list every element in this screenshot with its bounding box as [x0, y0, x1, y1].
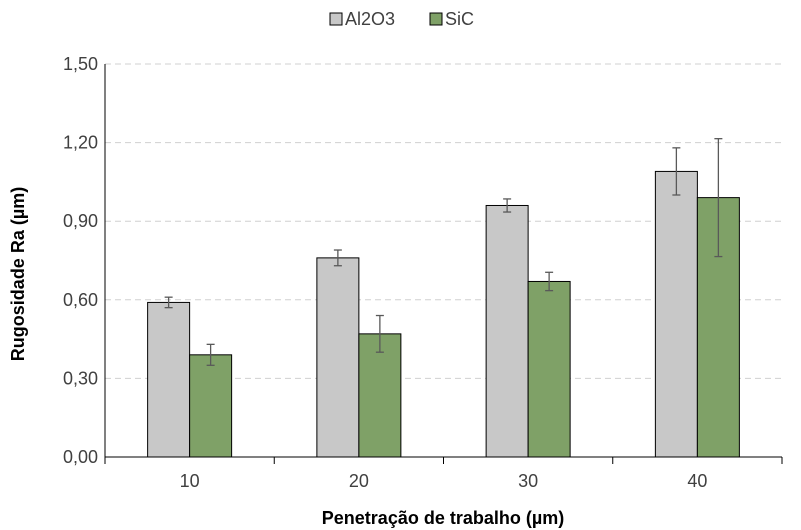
legend: Al2O3 SiC: [329, 9, 474, 29]
bar-al2o3-30: [485, 204, 529, 458]
legend-label-al2o3: Al2O3: [345, 9, 395, 29]
bars: [147, 170, 740, 458]
y-tick-labels: 0,00 0,30 0,60 0,90 1,20 1,50: [63, 54, 98, 467]
error-bars: [164, 138, 723, 366]
y-tick-label: 1,20: [63, 133, 98, 153]
bar-sic-10: [189, 354, 233, 458]
legend-swatch-sic: [429, 12, 443, 26]
legend-label-sic: SiC: [445, 9, 474, 29]
bar-al2o3-10: [147, 301, 191, 458]
x-tick-label: 40: [687, 471, 707, 491]
x-tick-label: 20: [349, 471, 369, 491]
bar-al2o3-20: [316, 257, 360, 458]
bar-al2o3-40: [654, 170, 698, 458]
x-tick-label: 10: [180, 471, 200, 491]
y-tick-label: 0,90: [63, 211, 98, 231]
legend-swatch-al2o3: [329, 12, 343, 26]
y-tick-label: 1,50: [63, 54, 98, 74]
x-tick-label: 30: [518, 471, 538, 491]
bar-sic-20: [358, 333, 402, 458]
x-axis-title: Penetração de trabalho (µm): [322, 508, 564, 528]
bar-sic-30: [527, 280, 571, 458]
y-axis-title: Rugosidade Ra (µm): [8, 187, 28, 361]
axes: [104, 64, 783, 464]
y-tick-label: 0,60: [63, 290, 98, 310]
y-tick-label: 0,30: [63, 368, 98, 388]
y-tick-label: 0,00: [63, 447, 98, 467]
x-tick-labels: 10 20 30 40: [180, 471, 708, 491]
